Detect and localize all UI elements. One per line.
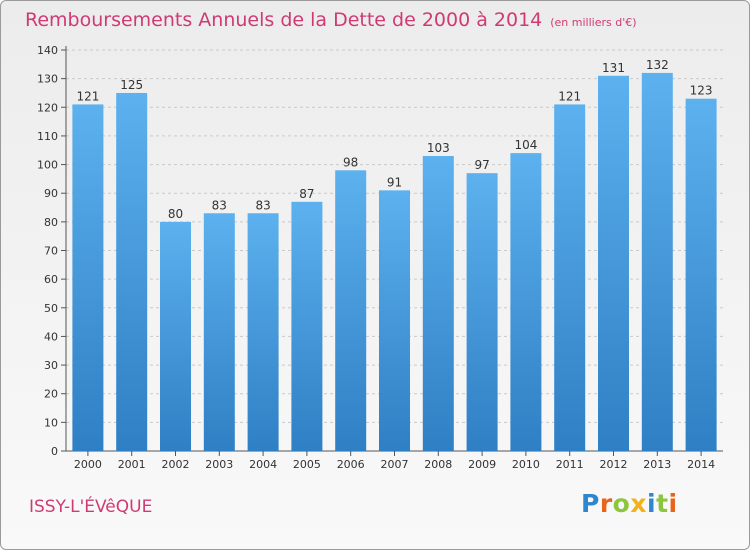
chart-title-unit: (en milliers d'€) <box>550 16 637 29</box>
logo-letter: i <box>668 489 678 518</box>
x-tick-label: 2011 <box>556 458 584 471</box>
y-tick-label: 90 <box>44 187 58 200</box>
x-tick-label: 2008 <box>424 458 452 471</box>
y-tick-label: 80 <box>44 216 58 229</box>
bar <box>466 173 498 451</box>
x-tick-label: 2001 <box>118 458 146 471</box>
commune-name: ISSY-L'ÉVêQUE <box>29 497 153 517</box>
x-tick-label: 2010 <box>512 458 540 471</box>
y-tick-label: 100 <box>37 159 58 172</box>
bar <box>422 155 454 451</box>
y-tick-label: 40 <box>44 330 58 343</box>
x-tick-label: 2000 <box>74 458 102 471</box>
y-tick-label: 60 <box>44 273 58 286</box>
proxiti-logo: Proxiti <box>581 489 678 518</box>
bar-value-label: 121 <box>558 89 581 103</box>
bar <box>116 92 148 451</box>
chart-title: Remboursements Annuels de la Dette de 20… <box>25 9 637 31</box>
bar-value-label: 80 <box>168 207 183 221</box>
x-tick-label: 2006 <box>337 458 365 471</box>
bar <box>641 72 673 452</box>
bars <box>72 72 717 452</box>
bar-value-label: 98 <box>343 155 358 169</box>
bar <box>685 98 717 451</box>
labels: 0 10 20 30 40 50 60 70 80 90 100 110 120 130 140 121 200… <box>37 44 715 471</box>
bar <box>510 153 542 451</box>
bar-value-label: 83 <box>255 198 270 212</box>
bar <box>291 201 323 451</box>
y-tick-label: 130 <box>37 73 58 86</box>
bar-value-label: 97 <box>474 158 489 172</box>
logo-letter: P <box>581 489 600 518</box>
bar-value-label: 131 <box>602 61 625 75</box>
y-tick-label: 10 <box>44 416 58 429</box>
bar-value-label: 103 <box>427 141 450 155</box>
y-tick-label: 120 <box>37 101 58 114</box>
y-tick-label: 70 <box>44 245 58 258</box>
x-tick-label: 2005 <box>293 458 321 471</box>
bar-value-label: 91 <box>387 175 402 189</box>
bar-value-label: 87 <box>299 187 314 201</box>
y-tick-label: 140 <box>37 44 58 57</box>
logo-letter: o <box>612 489 631 518</box>
x-tick-label: 2014 <box>687 458 715 471</box>
bar-value-label: 83 <box>212 198 227 212</box>
logo-letter: i <box>647 489 657 518</box>
y-tick-label: 20 <box>44 388 58 401</box>
bar <box>335 170 367 452</box>
bar-value-label: 123 <box>690 84 713 98</box>
bar <box>247 213 279 451</box>
logo-letter: x <box>630 489 647 518</box>
y-tick-label: 30 <box>44 359 58 372</box>
x-tick-label: 2003 <box>205 458 233 471</box>
bar <box>554 104 586 452</box>
x-tick-label: 2012 <box>600 458 628 471</box>
bar-value-label: 125 <box>120 78 143 92</box>
x-tick-label: 2007 <box>381 458 409 471</box>
y-tick-label: 50 <box>44 302 58 315</box>
x-tick-label: 2013 <box>643 458 671 471</box>
x-tick-label: 2002 <box>162 458 190 471</box>
chart-title-main: Remboursements Annuels de la Dette de 20… <box>25 9 543 31</box>
bar <box>379 190 410 451</box>
x-tick-label: 2004 <box>249 458 277 471</box>
bar-value-label: 132 <box>646 58 669 72</box>
bar <box>203 213 235 451</box>
bar <box>598 75 629 452</box>
bar <box>72 104 104 452</box>
bar-value-label: 104 <box>514 138 537 152</box>
bar-value-label: 121 <box>76 89 99 103</box>
y-tick-label: 110 <box>37 130 58 143</box>
x-tick-label: 2009 <box>468 458 496 471</box>
bar <box>160 221 191 451</box>
logo-letter: t <box>656 489 669 518</box>
y-tick-label: 0 <box>51 445 58 458</box>
logo-letter: r <box>599 489 613 518</box>
